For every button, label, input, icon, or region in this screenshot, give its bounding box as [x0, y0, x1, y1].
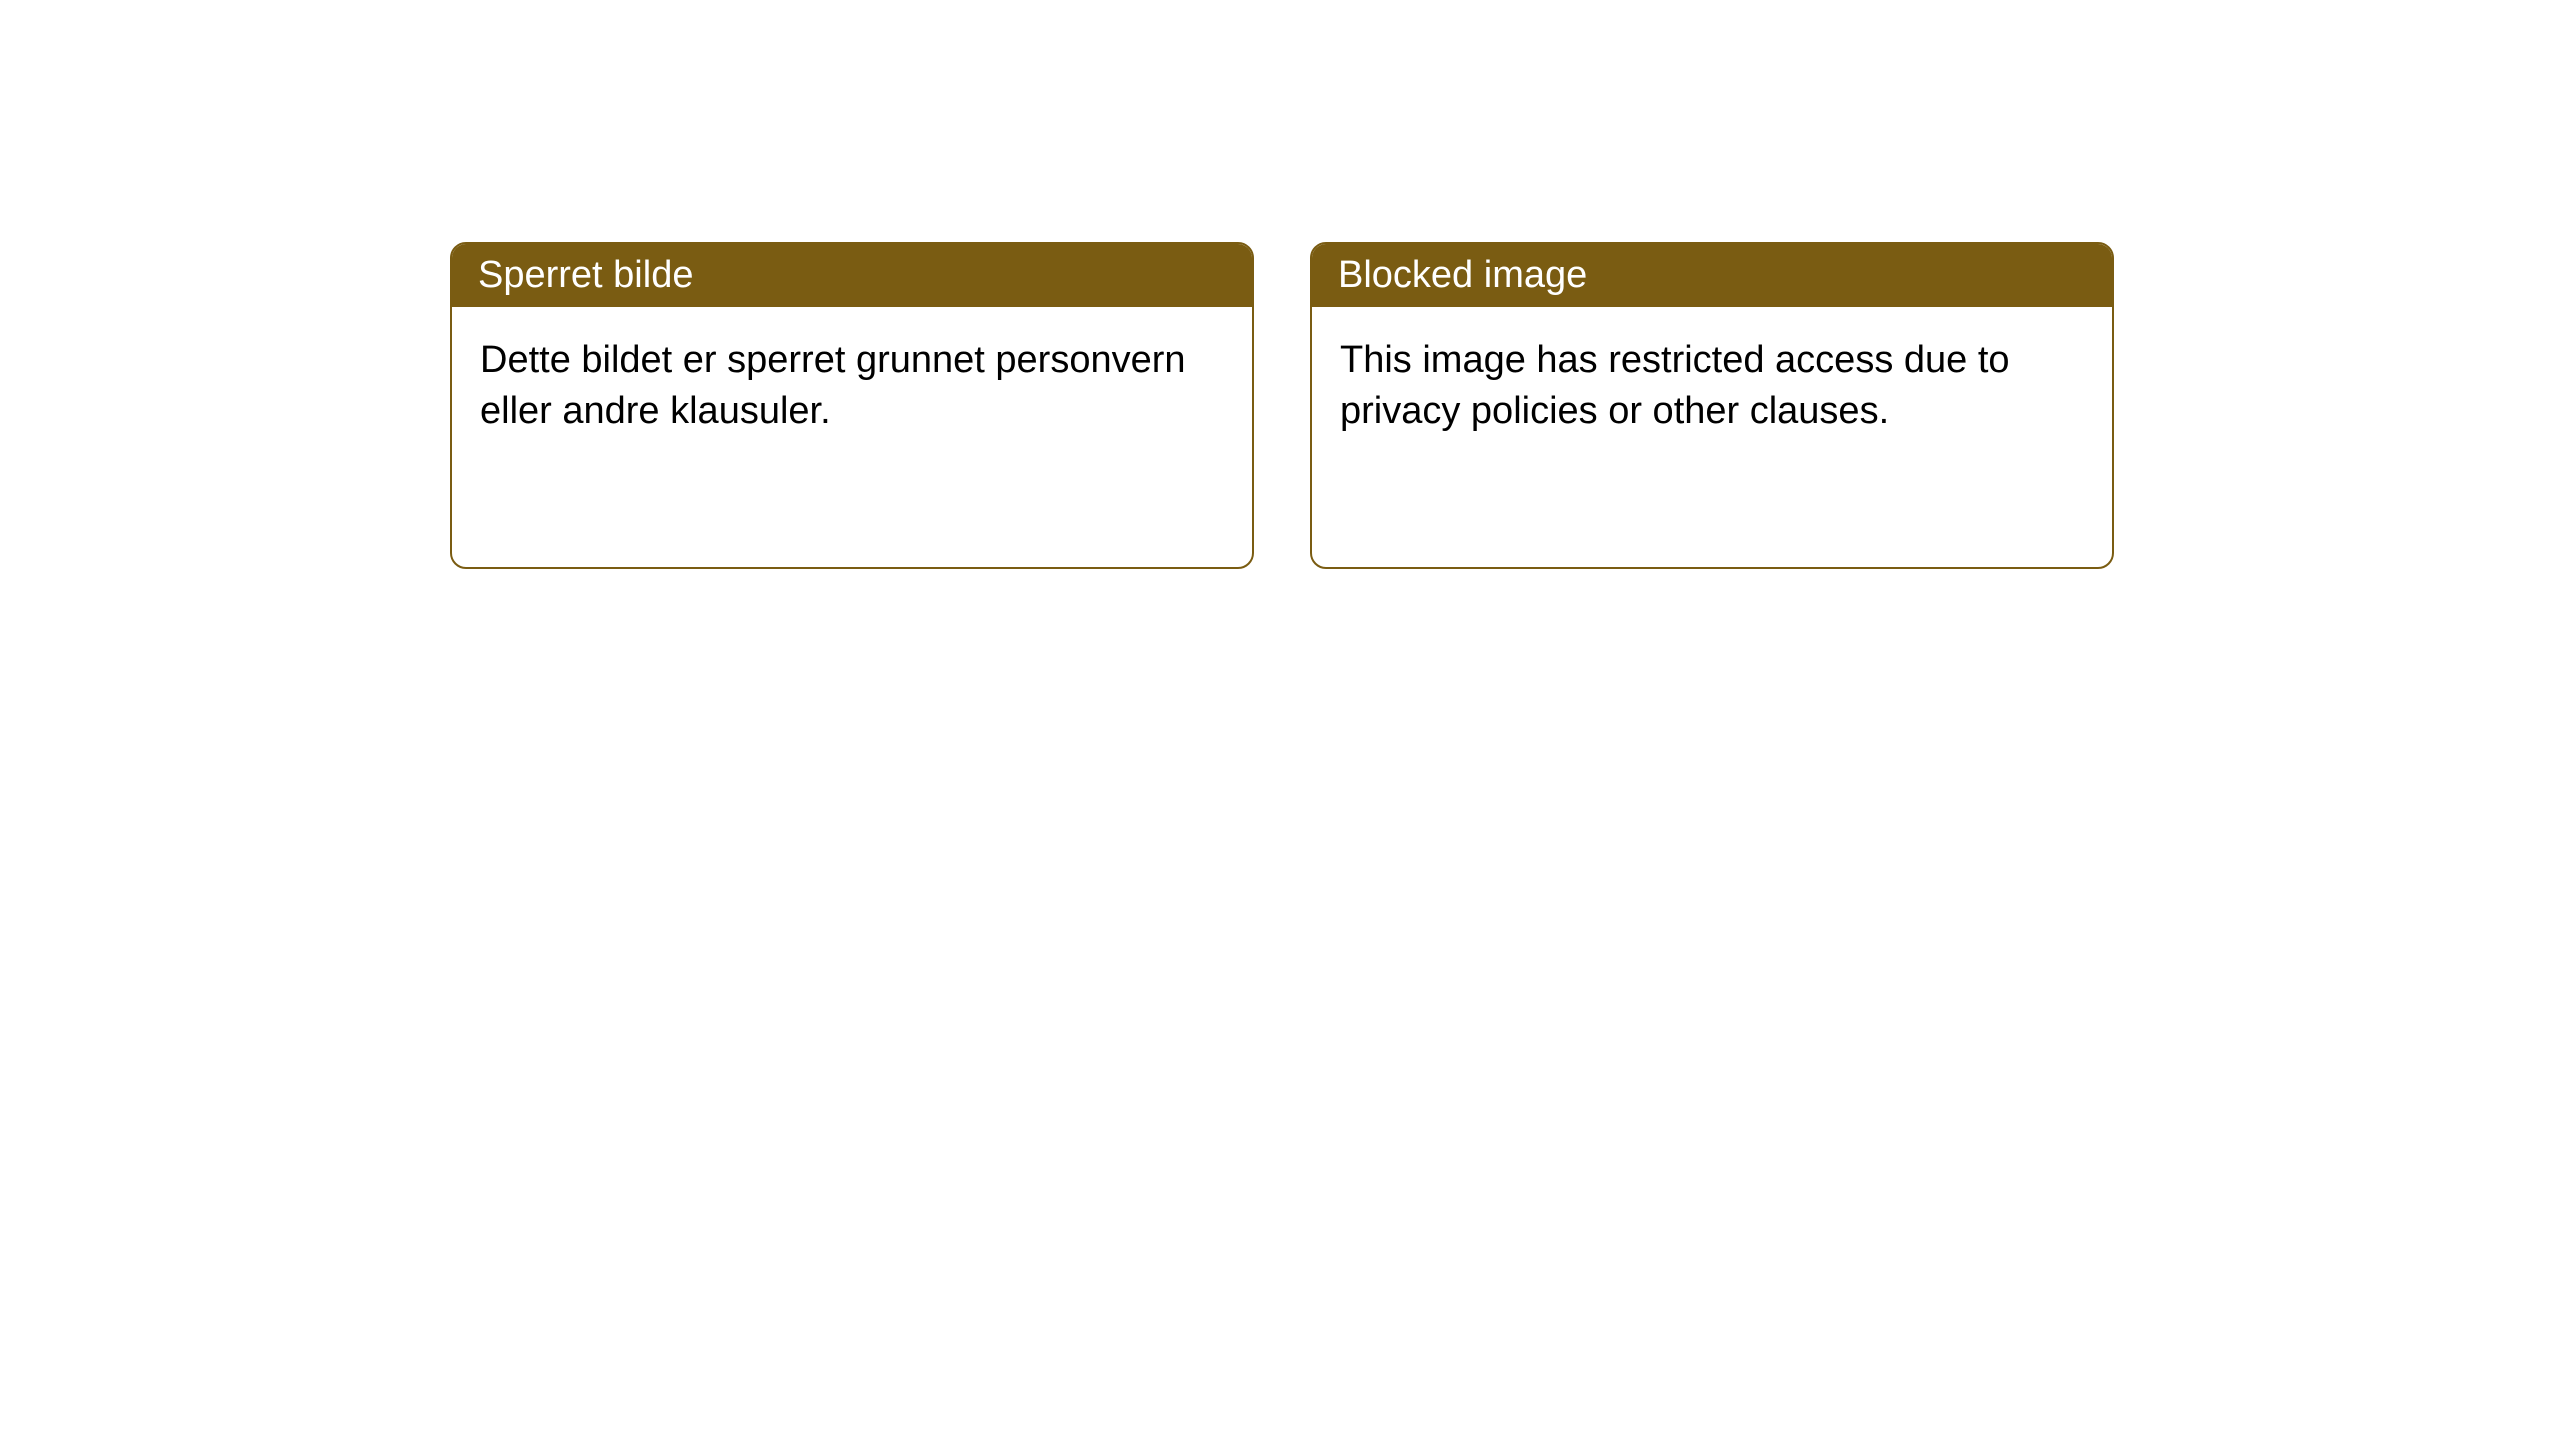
card-body-text: Dette bildet er sperret grunnet personve…: [480, 339, 1186, 432]
blocked-image-card-no: Sperret bilde Dette bildet er sperret gr…: [450, 242, 1254, 569]
card-body: Dette bildet er sperret grunnet personve…: [452, 307, 1252, 567]
card-title: Sperret bilde: [478, 254, 693, 296]
card-body-text: This image has restricted access due to …: [1340, 339, 2010, 432]
card-header: Sperret bilde: [452, 244, 1252, 307]
blocked-image-card-en: Blocked image This image has restricted …: [1310, 242, 2114, 569]
card-body: This image has restricted access due to …: [1312, 307, 2112, 567]
notice-container: Sperret bilde Dette bildet er sperret gr…: [0, 0, 2560, 569]
card-header: Blocked image: [1312, 244, 2112, 307]
card-title: Blocked image: [1338, 254, 1587, 296]
